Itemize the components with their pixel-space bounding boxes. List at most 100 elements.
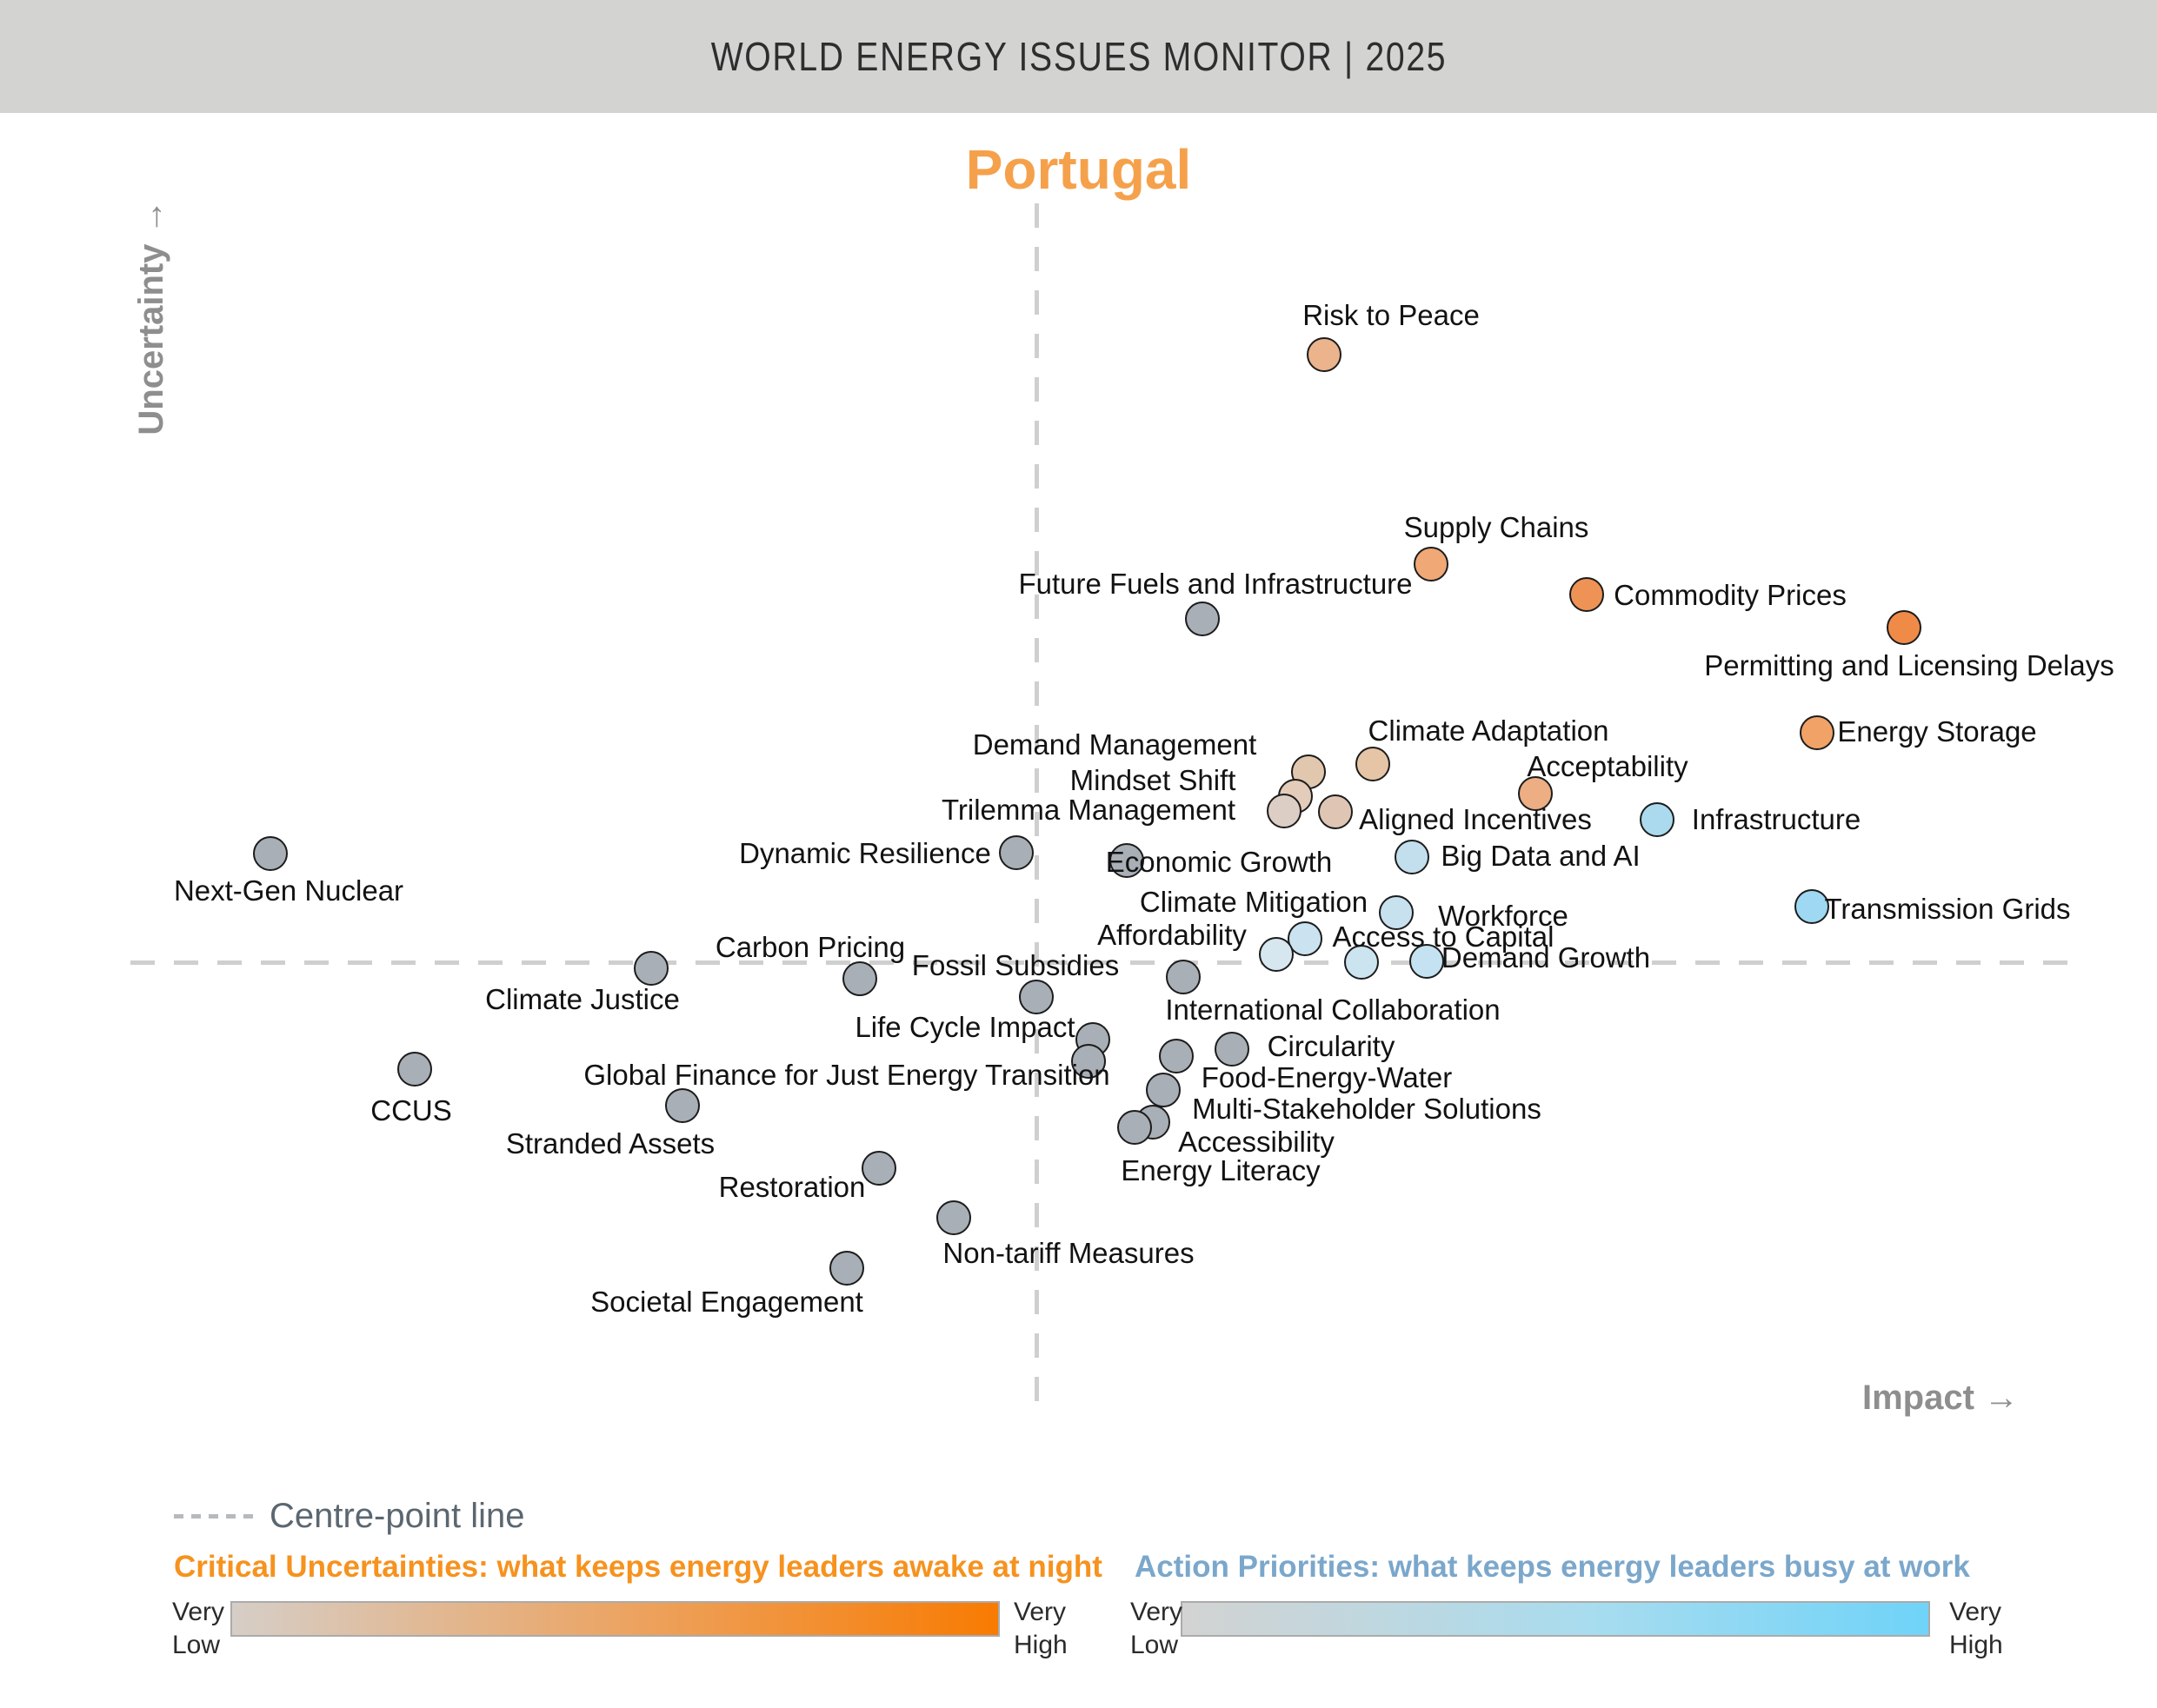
- critical-uncertainties-gradient-bar: [230, 1601, 1000, 1637]
- issue-label-energy-storage: Energy Storage: [1837, 715, 2037, 748]
- issue-label-non-tariff-measures: Non-tariff Measures: [942, 1237, 1195, 1269]
- issue-dot-climate-justice: [634, 951, 669, 986]
- issue-label-risk-to-peace: Risk to Peace: [1302, 299, 1480, 331]
- scale-low-text: Low: [1130, 1631, 1179, 1659]
- issue-label-economic-growth: Economic Growth: [1105, 846, 1333, 878]
- issue-dot-non-tariff-measures: [936, 1200, 971, 1235]
- issue-label-aligned-incentives: Aligned Incentives: [1359, 803, 1592, 835]
- action-priorities-gradient-bar: [1181, 1601, 1930, 1637]
- issue-label-energy-literacy: Energy Literacy: [1121, 1154, 1321, 1186]
- header-bar: WORLD ENERGY ISSUES MONITOR | 2025: [0, 0, 2157, 113]
- issue-label-societal-engagement: Societal Engagement: [590, 1286, 863, 1318]
- issue-dot-trilemma-management: [1267, 794, 1302, 828]
- issue-dot-food-energy-water: [1159, 1039, 1194, 1073]
- issue-label-next-gen-nuclear: Next-Gen Nuclear: [173, 874, 404, 907]
- centre-point-legend: Centre-point line: [174, 1497, 525, 1536]
- issue-dot-transmission-grids: [1794, 889, 1829, 924]
- issue-dot-infrastructure: [1640, 802, 1674, 837]
- issue-label-demand-management: Demand Management: [972, 728, 1257, 761]
- issue-label-global-finance-for-just-energy-transition: Global Finance for Just Energy Transitio…: [583, 1059, 1110, 1091]
- issue-dot-circularity: [1215, 1032, 1249, 1067]
- issue-label-workforce: Workforce: [1438, 900, 1568, 932]
- issue-dot-acceptability: [1518, 776, 1553, 811]
- centre-point-dash-icon: [174, 1514, 254, 1519]
- issue-dot-access-to-capital: [1344, 945, 1379, 980]
- issue-dot-international-collaboration: [1166, 960, 1201, 994]
- scale-very-text: Very: [1130, 1598, 1183, 1626]
- issue-label-international-collaboration: International Collaboration: [1165, 994, 1501, 1026]
- scale-very-text: Very: [172, 1598, 225, 1626]
- scale-high-text: High: [1949, 1631, 2003, 1659]
- issue-dot-future-fuels-and-infrastructure: [1185, 601, 1220, 636]
- issue-label-transmission-grids: Transmission Grids: [1824, 893, 2071, 925]
- issue-label-supply-chains: Supply Chains: [1403, 511, 1589, 543]
- issue-dot-demand-growth: [1409, 944, 1444, 979]
- issue-dot-energy-storage: [1800, 715, 1834, 750]
- issue-dot-carbon-pricing: [842, 961, 877, 996]
- issue-label-fossil-subsidies: Fossil Subsidies: [911, 949, 1120, 981]
- centre-point-horizontal-line: [130, 960, 2080, 965]
- centre-point-vertical-line: [1035, 203, 1039, 1420]
- issue-dot-demand-management: [1291, 754, 1326, 789]
- issue-label-food-energy-water: Food-Energy-Water: [1201, 1061, 1453, 1093]
- scale-low-text: Low: [172, 1631, 221, 1659]
- issue-dot-supply-chains: [1414, 547, 1448, 582]
- issue-dot-workforce: [1379, 895, 1414, 930]
- issue-dot-commodity-prices: [1569, 577, 1604, 612]
- critical-uncertainties-legend-title: Critical Uncertainties: what keeps energ…: [174, 1550, 1102, 1584]
- issue-dot-societal-engagement: [829, 1251, 864, 1286]
- issue-dot-restoration: [862, 1151, 896, 1186]
- x-axis-label: Impact →: [1862, 1379, 2020, 1417]
- issue-dot-stranded-assets: [665, 1088, 700, 1123]
- issue-dot-affordability: [1259, 937, 1294, 972]
- issue-label-dynamic-resilience: Dynamic Resilience: [739, 837, 991, 869]
- issue-label-big-data-and-ai: Big Data and AI: [1441, 840, 1641, 872]
- issue-label-climate-adaptation: Climate Adaptation: [1368, 714, 1609, 747]
- action-scale-very-low: Very Low: [1130, 1596, 1182, 1662]
- issue-label-demand-growth: Demand Growth: [1441, 941, 1651, 974]
- issue-label-access-to-capital: Access to Capital: [1332, 920, 1555, 953]
- scale-high-text: High: [1014, 1631, 1068, 1659]
- scale-very-text: Very: [1949, 1598, 2002, 1626]
- issue-dot-risk-to-peace: [1307, 337, 1341, 372]
- action-priorities-legend-title: Action Priorities: what keeps energy lea…: [1135, 1550, 1970, 1584]
- issue-label-permitting-and-licensing-delays: Permitting and Licensing Delays: [1704, 649, 2114, 681]
- issue-label-infrastructure: Infrastructure: [1691, 803, 1861, 835]
- issue-label-climate-mitigation: Climate Mitigation: [1139, 886, 1368, 918]
- action-scale-very-high: Very High: [1949, 1596, 2003, 1662]
- y-axis-label: Uncertainty →: [132, 199, 170, 435]
- issue-label-climate-justice: Climate Justice: [485, 983, 680, 1015]
- issue-dot-fossil-subsidies: [1019, 980, 1054, 1014]
- issue-dot-big-data-and-ai: [1395, 840, 1429, 874]
- issue-dot-global-finance-for-just-energy-transition: [1071, 1044, 1106, 1079]
- issue-label-accessibility: Accessibility: [1178, 1126, 1335, 1158]
- issue-dot-permitting-and-licensing-delays: [1887, 610, 1921, 645]
- critical-scale-very-high: Very High: [1014, 1596, 1068, 1662]
- centre-point-legend-label: Centre-point line: [270, 1497, 525, 1535]
- page-title: WORLD ENERGY ISSUES MONITOR | 2025: [710, 34, 1447, 79]
- issue-dot-ccus: [397, 1052, 432, 1087]
- issue-dot-energy-literacy: [1117, 1110, 1152, 1145]
- issue-dot-multi-stakeholder-solutions: [1146, 1073, 1181, 1107]
- issue-label-restoration: Restoration: [718, 1171, 866, 1203]
- issue-label-life-cycle-impact: Life Cycle Impact: [855, 1011, 1075, 1043]
- issue-label-stranded-assets: Stranded Assets: [505, 1127, 716, 1160]
- issue-dot-climate-adaptation: [1355, 747, 1390, 781]
- issue-dot-next-gen-nuclear: [253, 836, 288, 871]
- issue-label-trilemma-management: Trilemma Management: [941, 794, 1236, 826]
- critical-scale-very-low: Very Low: [172, 1596, 224, 1662]
- issue-label-future-fuels-and-infrastructure: Future Fuels and Infrastructure: [1018, 568, 1413, 600]
- issue-dot-dynamic-resilience: [999, 835, 1034, 870]
- issue-label-commodity-prices: Commodity Prices: [1614, 579, 1847, 611]
- issue-label-multi-stakeholder-solutions: Multi-Stakeholder Solutions: [1192, 1093, 1541, 1125]
- issue-label-affordability: Affordability: [1097, 919, 1247, 951]
- issue-label-acceptability: Acceptability: [1527, 750, 1688, 782]
- issue-label-circularity: Circularity: [1267, 1030, 1395, 1062]
- issue-label-ccus: CCUS: [370, 1094, 452, 1126]
- issue-dot-economic-growth: [1109, 843, 1144, 878]
- issue-label-carbon-pricing: Carbon Pricing: [715, 931, 906, 963]
- scale-very-text: Very: [1014, 1598, 1067, 1626]
- issue-label-mindset-shift: Mindset Shift: [1069, 764, 1236, 796]
- country-title: Portugal: [965, 138, 1192, 201]
